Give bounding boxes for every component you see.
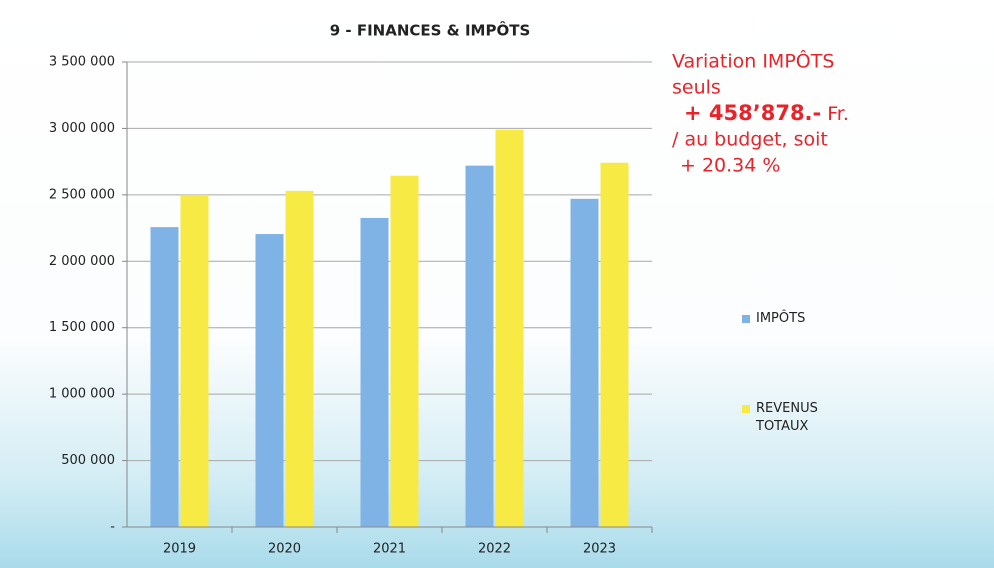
y-tick-label: 3 500 000 — [49, 55, 115, 70]
legend-item: IMPÔTS — [742, 310, 832, 328]
x-tick-label: 2020 — [268, 542, 301, 557]
bar — [285, 190, 314, 527]
bar — [180, 194, 209, 527]
bar — [570, 198, 599, 528]
annotation-unit: Fr. — [827, 103, 849, 125]
bar — [150, 227, 179, 528]
x-tick-label: 2021 — [373, 542, 406, 557]
annotation-amount: + 458’878.- — [684, 101, 821, 125]
annotation: seuls — [672, 77, 721, 99]
legend-label: IMPÔTS — [756, 311, 806, 326]
y-tick-label: 3 000 000 — [49, 121, 115, 136]
bar — [255, 234, 284, 528]
y-tick-label: 1 500 000 — [49, 320, 115, 335]
chart-title: 9 - FINANCES & IMPÔTS — [330, 21, 531, 40]
annotation: Variation IMPÔTS — [672, 49, 834, 73]
x-tick-label: 2023 — [583, 542, 616, 557]
x-tick-label: 2022 — [478, 542, 511, 557]
bar — [360, 217, 389, 527]
annotation: / au budget, soit — [672, 129, 828, 151]
bar — [600, 162, 629, 527]
y-tick-label: 1 000 000 — [49, 387, 115, 402]
legend-swatch — [742, 315, 750, 323]
bar — [495, 129, 524, 527]
legend-swatch — [742, 405, 750, 413]
bar — [465, 165, 494, 527]
y-tick-label: 500 000 — [61, 453, 115, 468]
y-tick-label: 2 000 000 — [49, 254, 115, 269]
legend-item: REVENUS TOTAUX — [742, 400, 832, 436]
x-tick-label: 2019 — [163, 542, 196, 557]
y-tick-label: 2 500 000 — [49, 187, 115, 202]
annotation: + 458’878.- Fr. — [684, 101, 849, 125]
bar — [390, 175, 419, 527]
legend-label: REVENUS TOTAUX — [756, 401, 818, 434]
y-tick-label: - — [110, 520, 115, 535]
annotation: + 20.34 % — [680, 155, 780, 177]
